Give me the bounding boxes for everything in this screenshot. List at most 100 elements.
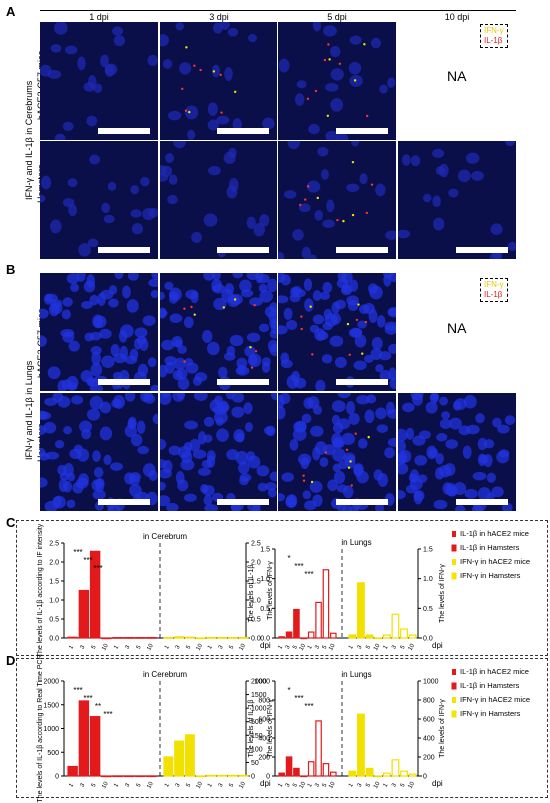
x-label: dpi [260,641,271,650]
signal-mark [316,196,319,200]
nucleus-mark [232,273,244,279]
nucleus-mark [130,209,142,218]
nucleus-mark [78,243,91,257]
nucleus-mark [322,322,333,331]
bar [408,634,417,639]
nucleus-mark [177,377,190,390]
nucleus-mark [207,102,218,116]
nucleus-mark [346,183,360,193]
signal-mark [350,484,353,487]
x-tick-label: 3 [125,782,132,788]
nucleus-mark [439,396,448,406]
bar [217,637,228,639]
bar [382,772,391,777]
signal-mark [253,303,256,307]
x-tick-label: 3 [357,782,364,788]
nucleus-mark [64,45,78,55]
signal-mark [250,366,254,369]
nucleus-mark [492,417,502,428]
nucleus-mark [173,141,187,149]
bar [134,637,146,639]
nucleus-mark [238,461,250,475]
signal-mark [357,303,360,306]
nucleus-mark [278,58,290,73]
tick-label-right: 1500 [251,692,267,699]
micrograph-a-ham-1dpi [40,141,158,259]
x-label: dpi [432,641,443,650]
x-tick-label: 10 [299,781,308,790]
tick-label-left: 1.5 [49,579,59,586]
nucleus-mark [402,402,415,413]
nucleus-mark [363,303,375,315]
bar [123,775,135,778]
nucleus-mark [320,169,329,180]
nucleus-mark [278,406,286,420]
x-tick-label: 1 [277,782,284,788]
nucleus-mark [278,251,285,259]
nucleus-mark [356,395,370,405]
x-tick-label: 10 [328,643,337,652]
signal-mark [310,480,314,484]
tick-label-left: 1500 [43,702,59,709]
nucleus-mark [384,324,396,335]
bar [101,775,112,778]
signal-mark [183,360,186,363]
x-tick-label: 3 [175,782,182,788]
nucleus-mark [204,504,219,511]
nucleus-mark [384,447,395,459]
nucleus-mark [66,472,76,482]
legend-label: IL-1β in hACE2 mice [460,667,529,676]
nucleus-mark [386,409,396,419]
bar [374,775,383,778]
nucleus-mark [83,82,96,92]
tick-label-right: 150 [251,733,263,740]
bar [146,637,157,639]
nucleus-mark [270,393,277,401]
x-tick-label: 5 [365,782,372,788]
panel-d-frame [16,658,548,798]
nucleus-mark [239,473,252,482]
nucleus-mark [104,63,118,76]
nucleus-mark [148,278,158,287]
bar [123,637,135,639]
signal-mark [328,58,331,61]
nucleus-mark [283,190,297,199]
nucleus-mark [203,416,215,427]
col-header-1dpi: 1 dpi [89,12,109,22]
nucleus-mark [261,357,271,367]
x-label: dpi [432,779,443,788]
nucleus-mark [114,273,124,280]
signal-mark [254,350,258,353]
significance-label: *** [294,562,303,571]
bar [67,765,78,777]
scale-bar [456,247,508,253]
legend-label: IFN-γ in hACE2 mice [460,557,530,566]
y-label-right: The levels of IFN-γ [439,564,446,623]
bar [300,637,308,640]
nucleus-mark [323,25,337,37]
nucleus-mark [84,332,94,342]
bar [348,634,357,639]
tick-label-right: 1.0 [251,598,261,605]
nucleus-mark [353,360,367,371]
nucleus-mark [257,482,268,492]
nucleus-mark [62,297,73,307]
tick-label-right: 800 [423,698,435,705]
nucleus-mark [309,324,320,333]
nucleus-mark [287,141,301,150]
signal-mark [220,111,223,114]
nucleus-mark [191,231,202,243]
nucleus-mark [63,426,72,435]
signal-mark [300,315,303,318]
nucleus-mark [364,409,375,424]
nucleus-mark [211,273,221,281]
nucleus-mark [325,82,339,92]
nucleus-mark [109,285,118,295]
x-tick-label: 3 [285,782,292,788]
bar [174,740,185,777]
x-tick-label: 5 [91,644,98,650]
signal-mark [347,466,351,469]
x-tick-label: 3 [125,644,132,650]
nucleus-mark [69,448,82,460]
nucleus-mark [410,393,424,401]
